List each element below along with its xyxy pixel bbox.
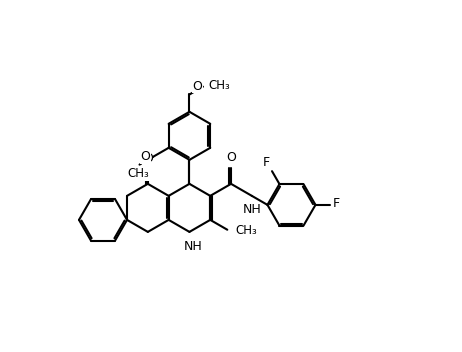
Text: O: O (192, 80, 202, 93)
Text: CH₃: CH₃ (236, 224, 257, 237)
Text: CH₃: CH₃ (128, 168, 150, 181)
Text: O: O (226, 151, 236, 164)
Text: F: F (262, 156, 270, 169)
Text: NH: NH (243, 203, 261, 216)
Text: NH: NH (184, 240, 202, 253)
Text: F: F (333, 197, 340, 210)
Text: O: O (143, 152, 153, 164)
Text: CH₃: CH₃ (208, 79, 230, 92)
Text: O: O (140, 150, 150, 163)
